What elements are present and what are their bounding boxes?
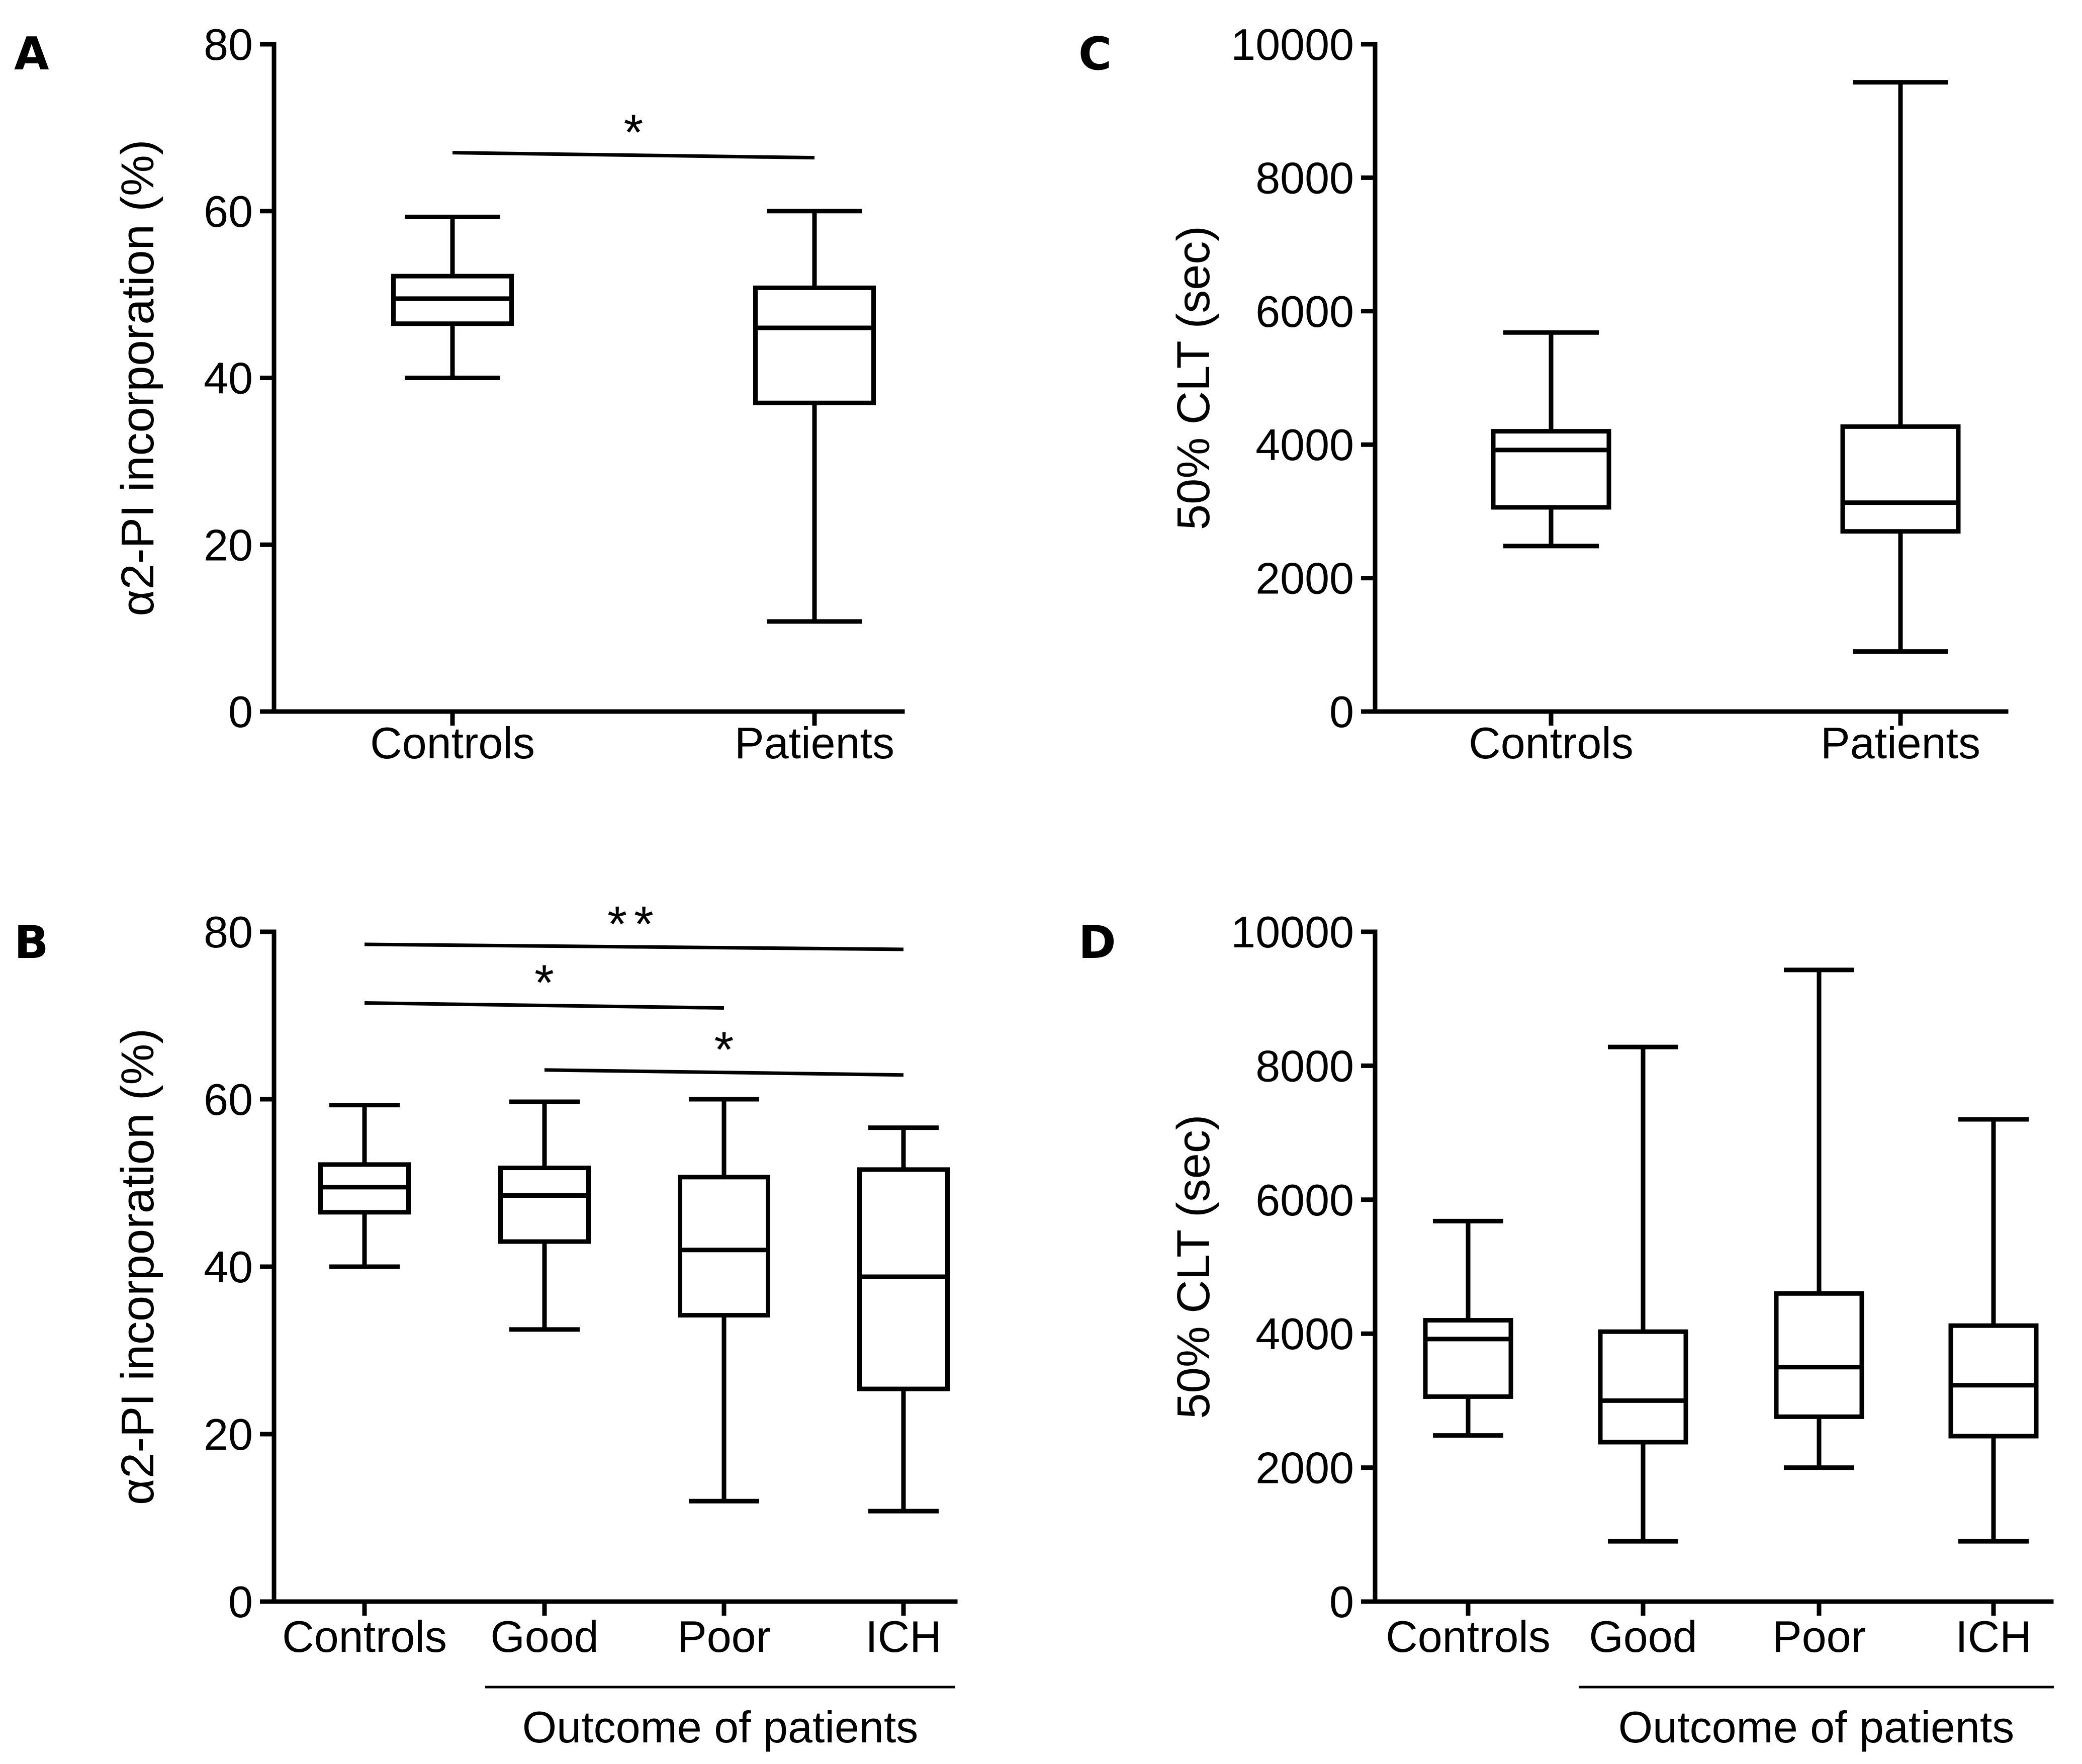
x-tick-label: Poor bbox=[1772, 1612, 1866, 1661]
y-tick-label: 6000 bbox=[1255, 1175, 1354, 1225]
iqr-box bbox=[1948, 1323, 2039, 1439]
iqr-box bbox=[1491, 429, 1611, 510]
y-tick-label: 10000 bbox=[1231, 907, 1354, 957]
panel-letter: C bbox=[1078, 28, 1112, 80]
box-controls bbox=[318, 1103, 411, 1269]
iqr-box bbox=[1774, 1291, 1864, 1419]
y-tick-label: 80 bbox=[204, 907, 253, 957]
significance-label: * bbox=[534, 955, 554, 1011]
y-tick-label: 0 bbox=[1329, 687, 1354, 737]
box-controls bbox=[1423, 1218, 1513, 1438]
x-tick-label: Controls bbox=[370, 718, 535, 768]
y-axis-title: α2-PI incorporation (%) bbox=[112, 140, 163, 616]
group-label: Outcome of patients bbox=[1618, 1702, 2015, 1752]
y-tick-label: 4000 bbox=[1255, 1309, 1354, 1359]
iqr-box bbox=[857, 1167, 950, 1391]
group-label: Outcome of patients bbox=[522, 1702, 919, 1752]
y-tick-label: 40 bbox=[204, 1242, 253, 1292]
y-tick-label: 10000 bbox=[1231, 20, 1354, 69]
significance-label: * bbox=[624, 105, 644, 161]
y-tick-label: 20 bbox=[204, 1409, 253, 1459]
y-tick-label: 6000 bbox=[1255, 287, 1354, 336]
significance-line bbox=[364, 942, 904, 951]
iqr-box bbox=[753, 285, 876, 405]
y-tick-label: 4000 bbox=[1255, 420, 1354, 470]
panel-letter: D bbox=[1078, 916, 1116, 969]
panel-letter: B bbox=[14, 916, 49, 969]
y-tick-label: 0 bbox=[1329, 1577, 1354, 1627]
y-axis-title: 50% CLT (sec) bbox=[1168, 1114, 1219, 1419]
x-tick-label: Patients bbox=[1821, 718, 1980, 768]
panel-b: B 0 20 40 60 80 α2-PI incorporation (%) Control… bbox=[14, 896, 958, 1752]
y-axis-title: α2-PI incorporation (%) bbox=[112, 1028, 163, 1505]
y-tick-label: 0 bbox=[228, 1577, 253, 1627]
box-ich bbox=[857, 1125, 950, 1514]
y-axis-title: 50% CLT (sec) bbox=[1168, 226, 1219, 530]
panel-letter: A bbox=[14, 28, 49, 80]
significance-line bbox=[364, 1001, 725, 1010]
box-good bbox=[1598, 1044, 1688, 1544]
x-tick-label: Controls bbox=[1386, 1612, 1551, 1661]
x-tick-label: Controls bbox=[282, 1612, 447, 1661]
y-tick-label: 60 bbox=[204, 1075, 253, 1124]
panel-c: C 0 2000 4000 6000 8000 10000 50% CLT (sec) Cont… bbox=[1078, 20, 2009, 768]
iqr-box bbox=[1423, 1318, 1513, 1399]
iqr-box bbox=[678, 1175, 770, 1318]
significance-label: * bbox=[714, 1022, 734, 1078]
y-tick-label: 80 bbox=[204, 20, 253, 69]
iqr-box bbox=[1840, 424, 1961, 534]
x-tick-label: ICH bbox=[1955, 1612, 2032, 1661]
y-tick-label: 8000 bbox=[1255, 1041, 1354, 1091]
y-tick-label: 0 bbox=[228, 687, 253, 737]
x-tick-label: Good bbox=[1589, 1612, 1697, 1661]
box-poor bbox=[678, 1097, 770, 1504]
x-tick-label: Patients bbox=[735, 718, 894, 768]
y-tick-label: 60 bbox=[204, 187, 253, 236]
box-patients bbox=[1840, 80, 1961, 654]
x-tick-label: Poor bbox=[677, 1612, 771, 1661]
box-patients bbox=[753, 209, 876, 624]
y-tick-label: 20 bbox=[204, 520, 253, 570]
significance-label: ** bbox=[607, 896, 661, 952]
significance-line bbox=[452, 151, 815, 160]
x-tick-label: ICH bbox=[865, 1612, 942, 1661]
y-tick-label: 2000 bbox=[1255, 554, 1354, 603]
y-tick-label: 8000 bbox=[1255, 153, 1354, 203]
y-tick-label: 40 bbox=[204, 354, 253, 403]
iqr-box bbox=[1598, 1329, 1688, 1445]
y-tick-label: 2000 bbox=[1255, 1443, 1354, 1493]
box-good bbox=[498, 1099, 591, 1332]
box-controls bbox=[1491, 330, 1611, 549]
box-poor bbox=[1774, 967, 1864, 1470]
panel-a: A 0 20 40 60 80 α2-PI incorporation (%) Control… bbox=[14, 20, 905, 768]
x-tick-label: Controls bbox=[1469, 718, 1634, 768]
significance-line bbox=[544, 1068, 904, 1077]
box-ich bbox=[1948, 1117, 2039, 1544]
panel-d: D 0 2000 4000 6000 8000 10000 50% CLT (sec) Cont… bbox=[1078, 907, 2054, 1752]
box-controls bbox=[391, 214, 514, 380]
x-tick-label: Good bbox=[490, 1612, 598, 1661]
iqr-box bbox=[498, 1166, 591, 1244]
